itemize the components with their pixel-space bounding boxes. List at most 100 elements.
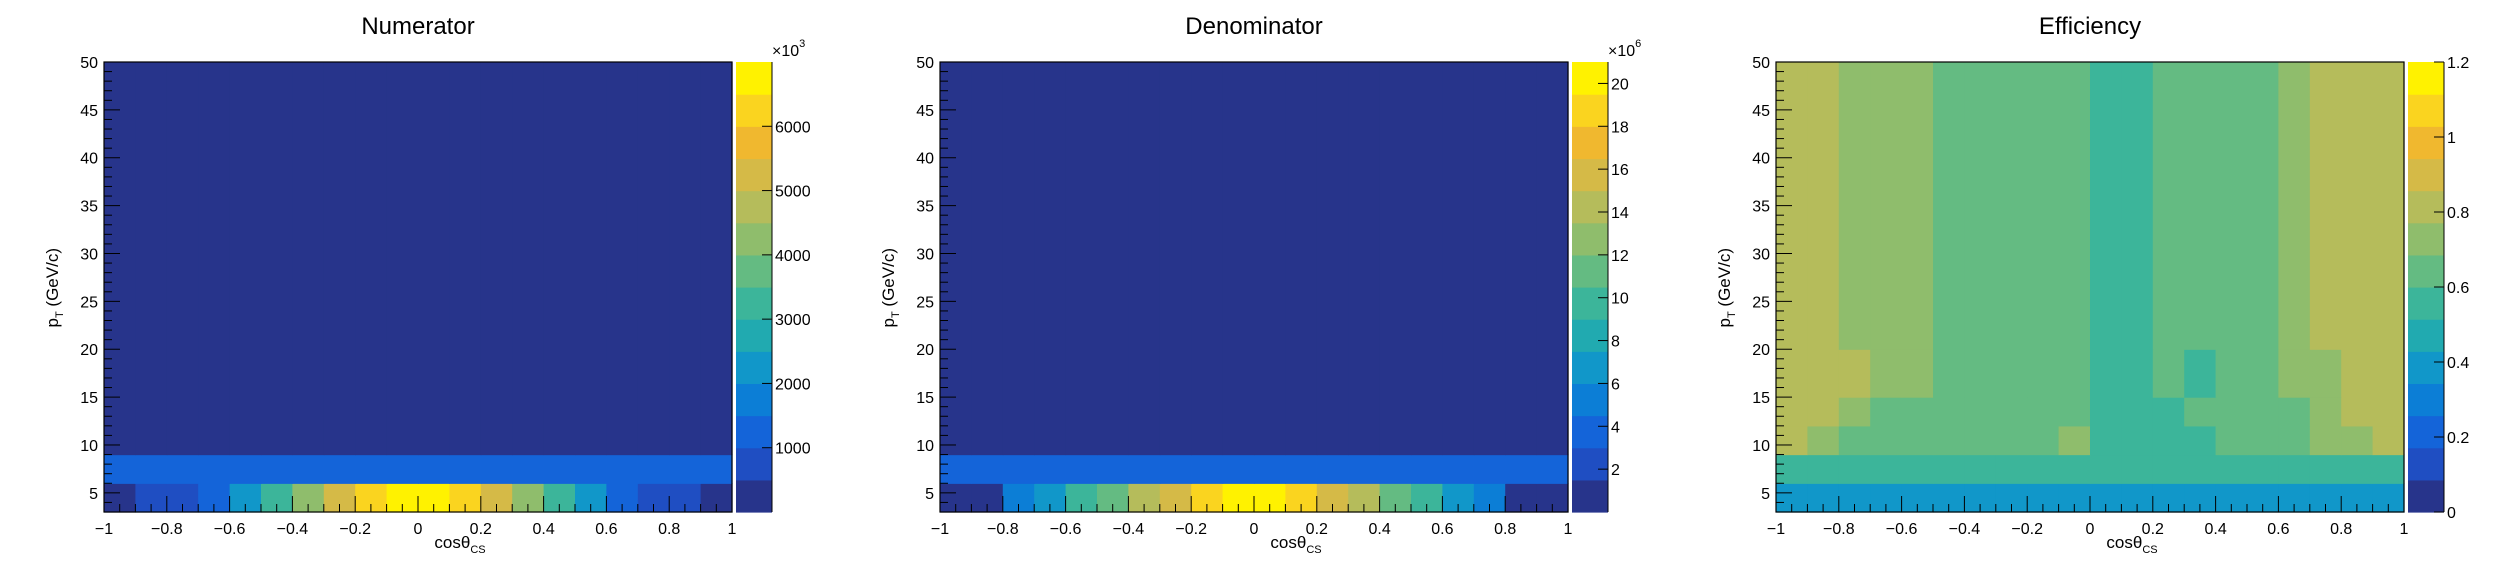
heatmap-cell [2278, 62, 2311, 350]
heatmap-cell [2247, 454, 2279, 484]
heatmap-cell [449, 62, 482, 456]
colorbar-exponent: ×103 [772, 38, 805, 60]
x-tick-label: 0.8 [1494, 521, 1516, 538]
heatmap-cell [2152, 425, 2185, 456]
heatmap-cell [1379, 454, 1412, 484]
chart-title: Denominator [1185, 13, 1322, 40]
colorbar-tick-label: 0.8 [2447, 205, 2469, 222]
heatmap-cell [2058, 62, 2091, 350]
heatmap-cell [669, 454, 702, 484]
heatmap-cell [2152, 62, 2185, 350]
colorbar-swatch [1572, 351, 1608, 385]
heatmap-cells [104, 62, 733, 513]
y-axis-label: pT (GeV/c) [43, 248, 66, 328]
heatmap-cell [2027, 349, 2060, 398]
heatmap-cells [940, 62, 1569, 513]
heatmap-cell [1995, 397, 2028, 427]
heatmap-cell [2090, 454, 2122, 484]
heatmap-cell [1505, 62, 1538, 456]
heatmap-cell [1379, 62, 1412, 456]
colorbar-swatch [736, 62, 772, 95]
colorbar-tick-label: 5000 [775, 184, 811, 201]
heatmap-cell [1222, 62, 1255, 456]
heatmap-cell [2309, 62, 2342, 350]
heatmap-cell [2058, 397, 2091, 427]
colorbar: 1000 2000 3000 4000 5000 6000 ×103 [736, 38, 811, 513]
heatmap-cell [2247, 425, 2279, 456]
heatmap-cell [135, 62, 168, 456]
y-tick-label: 45 [80, 103, 98, 120]
heatmap-cell [1838, 62, 1871, 350]
heatmap-cell [1870, 349, 1903, 398]
heatmap-cell [1807, 454, 1840, 484]
y-tick-label: 20 [80, 342, 98, 359]
colorbar-swatch [1572, 222, 1608, 256]
heatmap-cell [1254, 62, 1286, 456]
x-tick-label: 0.6 [595, 521, 617, 538]
x-tick-label: −0.8 [1823, 521, 1855, 538]
heatmap-cell [1222, 454, 1255, 484]
heatmap-cell [1807, 62, 1840, 350]
y-tick-label: 20 [916, 342, 934, 359]
heatmap-cell [1159, 62, 1192, 456]
heatmap-cell [1870, 454, 1903, 484]
heatmap-cell [1995, 349, 2028, 398]
heatmap-cell [2184, 454, 2217, 484]
y-tick-label: 35 [1752, 199, 1770, 216]
y-tick-label: 40 [916, 151, 934, 168]
heatmap-cell [198, 62, 231, 456]
colorbar-swatch [1572, 383, 1608, 417]
heatmap-cell [1995, 425, 2028, 456]
heatmap-cell [2027, 425, 2060, 456]
heatmap-cell [512, 62, 545, 456]
heatmap-cell [1002, 454, 1035, 484]
heatmap-cell [2215, 349, 2248, 398]
x-tick-label: −1 [1767, 521, 1785, 538]
colorbar-tick-label: 4000 [775, 248, 811, 265]
chart-title: Efficiency [2039, 13, 2141, 40]
heatmap-cell [1285, 62, 1318, 456]
y-tick-label: 50 [1752, 55, 1770, 72]
colorbar-swatch [2408, 190, 2444, 224]
heatmap-cell [229, 454, 262, 484]
heatmap-cell [1901, 425, 1934, 456]
x-tick-label: 0.8 [2330, 521, 2352, 538]
heatmap-cell [1065, 62, 1098, 456]
heatmap-cell [1411, 454, 1443, 484]
x-tick-label: −0.8 [987, 521, 1019, 538]
x-tick-label: −0.6 [1050, 521, 1082, 538]
heatmap-cell [2121, 62, 2154, 350]
heatmap-cell [2090, 425, 2122, 456]
colorbar-swatch [736, 383, 772, 417]
colorbar-swatch [736, 254, 772, 288]
colorbar-swatch [736, 190, 772, 224]
heatmap-cell [1838, 349, 1871, 398]
colorbar-tick-label: 4 [1611, 419, 1620, 436]
heatmap-cell [2309, 349, 2342, 398]
heatmap-cell [166, 62, 199, 456]
heatmap-cell [1473, 454, 1506, 484]
heatmap-cell [2309, 454, 2342, 484]
y-tick-label: 25 [80, 294, 98, 311]
heatmap-cell [2152, 349, 2185, 398]
y-axis-label: pT (GeV/c) [879, 248, 902, 328]
colorbar-swatch [736, 447, 772, 481]
heatmap-cell [1097, 454, 1129, 484]
y-tick-label: 35 [916, 199, 934, 216]
colorbar-tick-label: 16 [1611, 162, 1629, 179]
heatmap-cell [1411, 62, 1443, 456]
x-tick-label: 1 [728, 521, 737, 538]
colorbar-swatch [1572, 447, 1608, 481]
heatmap-cell [104, 62, 136, 456]
x-tick-label: 0 [1250, 521, 1259, 538]
colorbar-swatch [736, 319, 772, 352]
x-tick-label: 0.6 [2267, 521, 2289, 538]
heatmap-cell [1442, 454, 1475, 484]
colorbar-tick-label: 12 [1611, 248, 1629, 265]
colorbar-swatch [1572, 94, 1608, 127]
heatmap-cell [669, 62, 702, 456]
heatmap-cell [1933, 397, 1965, 427]
colorbar-tick-label: 0 [2447, 505, 2456, 522]
heatmap-cell [1870, 397, 1903, 427]
heatmap-cell [606, 454, 639, 484]
